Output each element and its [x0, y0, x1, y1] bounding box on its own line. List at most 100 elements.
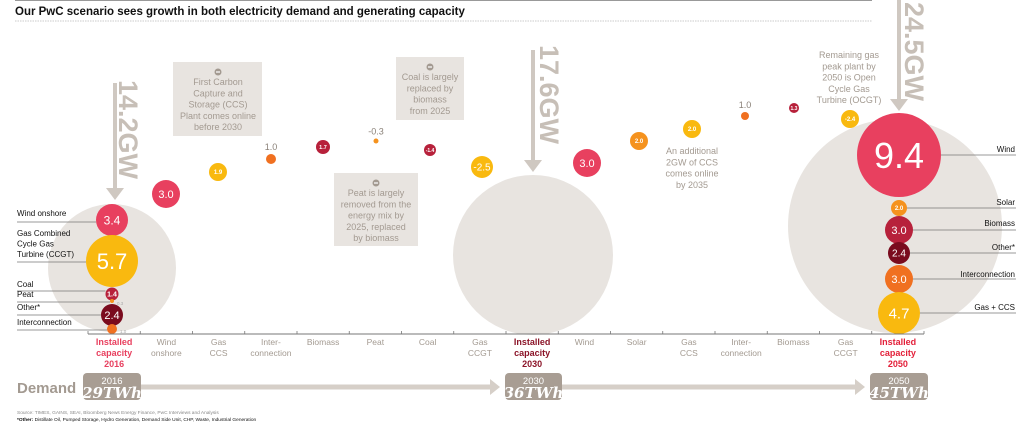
category-label: Wind onshore: [151, 337, 182, 358]
note-line: peak plant by: [822, 61, 876, 71]
category-label-line: 2030: [522, 359, 542, 369]
minus-icon-bar: [428, 66, 432, 68]
category-label-line: connection: [250, 348, 291, 358]
category-label-line: Peat: [367, 337, 385, 347]
category-label-line: Installed: [514, 337, 551, 347]
bubble-2050-5: 4.7: [878, 292, 920, 334]
bubble-2016-5: 1.0: [107, 324, 127, 334]
bubble-value: 2.4: [892, 249, 906, 260]
note-line: removed from the: [341, 199, 412, 209]
category-label-line: CCGT: [468, 348, 492, 358]
category-label: Biomass: [777, 337, 810, 347]
category-label: Installed capacity 2016: [96, 337, 133, 369]
change-2050-0: 3.0: [573, 149, 601, 177]
bubble: [209, 163, 227, 181]
note-line: Peat is largely: [348, 188, 405, 198]
demand-value: 36TWh: [504, 384, 564, 402]
bubble-value: -2.4: [845, 117, 856, 123]
category-label-line: CCGT: [834, 348, 858, 358]
bubble: [841, 110, 859, 128]
bubble-value: 3.0: [579, 158, 594, 170]
category-label-line: Coal: [419, 337, 437, 347]
note-line: biomass: [413, 95, 447, 105]
category-label: Gas CCGT: [468, 337, 492, 358]
source-label: Peat: [17, 290, 34, 299]
arrow-down-icon: [524, 160, 542, 172]
category-label-line: CCS: [680, 348, 698, 358]
demand-year: 2016: [101, 376, 122, 387]
category-label: Peat: [367, 337, 385, 347]
category-label-line: Biomass: [777, 337, 810, 347]
bubble-2016-2: 1.4: [105, 287, 119, 301]
bubble: [471, 156, 493, 178]
bubble: [888, 242, 910, 264]
demand-label: Demand: [17, 380, 76, 397]
bubble-value: 3.0: [158, 189, 173, 201]
bubble: [885, 216, 913, 244]
change-2050-4: 1.3: [789, 103, 799, 113]
category-label-line: Solar: [627, 337, 647, 347]
minus-icon-bar: [216, 71, 220, 73]
category-label: Installed capacity 2050: [880, 337, 917, 369]
bubble-2016-1: 5.7: [86, 235, 138, 287]
category-label-line: Installed: [96, 337, 133, 347]
bubble: [424, 144, 436, 156]
category-label-line: 2050: [888, 359, 908, 369]
arrow-down-icon: [890, 99, 908, 111]
bubble: [683, 120, 701, 138]
bubble-value: -1.4: [426, 148, 435, 154]
note-line: replaced by: [407, 83, 454, 93]
bubble-value: 1.4: [107, 292, 117, 299]
change-2030-2: 1.0: [265, 142, 277, 164]
bubble: [878, 292, 920, 334]
note-line: Plant comes online: [180, 111, 256, 121]
chart-title: Our PwC scenario sees growth in both ele…: [15, 6, 465, 18]
source-label: Gas + CCS: [974, 303, 1015, 312]
source-label: Solar: [996, 198, 1015, 207]
source-label: Interconnection: [960, 270, 1015, 279]
source-label: Other*: [17, 303, 40, 312]
source-label: Other*: [992, 243, 1015, 252]
category-label-line: capacity: [880, 348, 916, 358]
category-label-line: Inter-: [731, 337, 751, 347]
bubble: [373, 138, 379, 144]
category-label-line: Gas: [211, 337, 227, 347]
bubble: [630, 132, 648, 150]
arrow-right-icon: [855, 379, 865, 395]
bubble-2050-4: 3.0: [885, 265, 913, 293]
bubble: [573, 149, 601, 177]
bubble: [316, 140, 330, 154]
capacity-circle-2030: [453, 175, 613, 335]
footnote-label: *Other:: [17, 417, 34, 423]
category-label: Inter-connection: [250, 337, 291, 358]
bubble-value: 5.7: [97, 249, 128, 274]
category-label-line: Installed: [880, 337, 917, 347]
bubble-value: 2.0: [688, 127, 697, 133]
bubble: [891, 200, 907, 216]
note-line: by biomass: [353, 233, 399, 243]
total-capacity-label: 14.2GW: [113, 80, 143, 180]
change-2050-1: 2.0: [630, 132, 648, 150]
category-label: Inter-connection: [721, 337, 762, 358]
category-label: Wind: [575, 337, 595, 347]
bubble: [107, 324, 117, 334]
category-label-line: Wind: [575, 337, 595, 347]
source-label: Cycle Gas: [17, 240, 54, 249]
arrow-down-icon: [106, 188, 124, 200]
bubble: [110, 299, 114, 303]
bubble: [86, 235, 138, 287]
source-label: Wind: [997, 145, 1015, 154]
arrow-right-icon: [490, 379, 500, 395]
note-line: First Carbon: [193, 77, 243, 87]
demand-box: [83, 373, 141, 400]
bubble-value: -0.3: [368, 127, 384, 137]
note-line: Remaining gas: [819, 50, 880, 60]
demand-year: 2050: [888, 376, 909, 387]
note-line: Storage (CCS): [188, 100, 247, 110]
note-line: Turbine (OCGT): [817, 95, 882, 105]
change-2030-1: 1.9: [209, 163, 227, 181]
